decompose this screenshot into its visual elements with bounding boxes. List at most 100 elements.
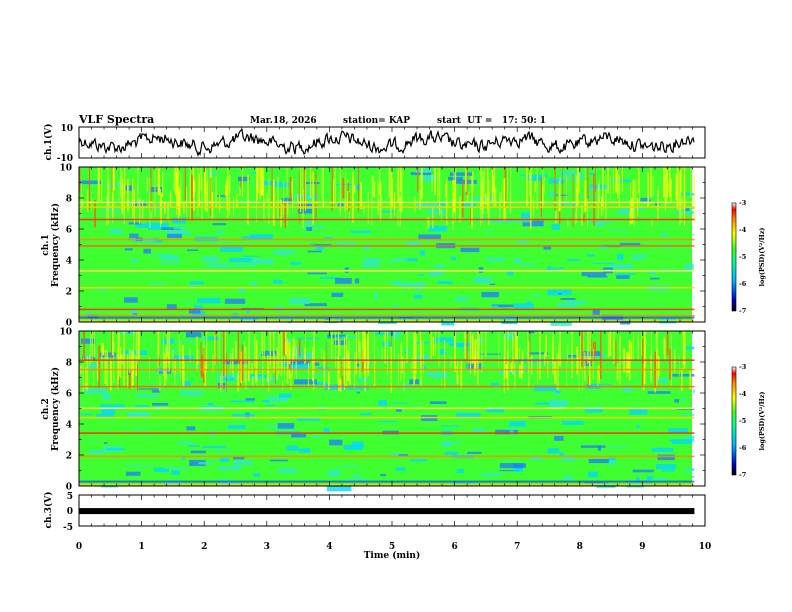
spectrogram-cell <box>378 400 387 406</box>
spectrogram-cell <box>640 197 651 202</box>
spectrogram-cell <box>203 336 218 340</box>
spectrogram-cell <box>96 413 114 418</box>
colorbar-ch1-frame <box>731 202 737 312</box>
spectrogram-cell <box>554 436 564 441</box>
spectrogram-cell <box>382 341 391 347</box>
spectrogram-cell <box>360 413 372 416</box>
spectrogram-cell <box>192 311 206 317</box>
spectrogram-cell <box>519 174 538 177</box>
spectrogram-cell <box>456 469 465 474</box>
spectrogram-cell <box>444 451 459 455</box>
spectrogram-cell <box>135 223 148 228</box>
spectrogram-cell <box>130 259 139 263</box>
spectrogram-cell <box>220 246 244 252</box>
spectrogram-cell <box>455 412 481 419</box>
spectrogram-cell <box>563 475 573 480</box>
spectrogram-cell <box>632 469 654 473</box>
spectrogram-cell <box>129 233 139 240</box>
spectrogram-cell <box>547 289 572 296</box>
spectrogram-cell <box>232 456 245 460</box>
spectrogram-cell <box>426 372 448 377</box>
spectrogram-cell <box>441 320 455 326</box>
spectrogram-cell <box>149 187 163 193</box>
spectrogram-cell <box>88 440 99 442</box>
colorbar-ch1-tick-4: -4 <box>739 226 747 234</box>
ch1-waveform-ticks <box>78 127 706 158</box>
spectrogram-cell <box>593 383 612 385</box>
spectrogram-cell <box>351 441 364 448</box>
spectrogram-cell <box>490 382 500 386</box>
spectrogram-band <box>79 385 695 388</box>
spectrogram-cell <box>132 313 138 315</box>
spectrogram-cell <box>620 242 641 246</box>
date-label: Mar.18, 2026 <box>250 116 317 126</box>
spectrogram-cell <box>353 474 362 478</box>
spectrogram-cell <box>304 448 310 452</box>
spectrogram-cell <box>413 294 423 299</box>
spectrogram-cell <box>438 201 445 206</box>
spectrogram-cell <box>489 283 496 286</box>
spectrogram-cell <box>398 454 408 457</box>
xtick-5: 5 <box>389 542 395 552</box>
ch2-freq-tick-6: 6 <box>66 390 72 400</box>
ch1-spectrogram-panel: 0 2 4 6 8 10 ch.1 Frequency (kHz) <box>41 164 706 329</box>
spectrogram-cell <box>262 400 270 403</box>
spectrogram-cell <box>159 261 182 264</box>
spectrogram-cell <box>202 256 219 262</box>
spectrogram-cell <box>87 364 99 369</box>
spectrogram-cell <box>333 340 348 345</box>
spectrogram-cell <box>219 457 230 462</box>
spectrogram-cell <box>491 304 514 308</box>
spectrogram-cell <box>691 234 695 236</box>
figure-title: VLF Spectra <box>78 113 154 126</box>
spectrogram-cell <box>396 284 419 286</box>
spectrogram-cell <box>685 346 695 350</box>
spectrogram-cell <box>609 230 630 232</box>
spectrogram-cell <box>409 459 428 462</box>
spectrogram-cell <box>356 391 360 394</box>
spectrogram-cell <box>125 471 141 476</box>
spectrogram-cell <box>513 303 534 309</box>
spectrogram-cell <box>306 227 313 231</box>
spectrogram-cell <box>172 217 186 224</box>
ch2-spectrogram-channel-label: ch.2 <box>41 398 51 419</box>
spectrogram-cell <box>125 185 134 191</box>
spectrogram-cell <box>636 424 640 429</box>
spectrogram-cell <box>203 445 226 448</box>
spectrogram-cell <box>315 381 328 386</box>
spectrogram-cell <box>289 261 301 265</box>
spectrogram-cell <box>529 331 535 334</box>
spectrogram-cell <box>232 413 255 417</box>
spectrogram-cell <box>145 222 169 228</box>
spectrogram-cell <box>441 425 459 427</box>
spectrogram-band <box>79 319 695 322</box>
spectrogram-cell <box>304 303 327 307</box>
spectrogram-cell <box>377 321 397 324</box>
spectrogram-cell <box>485 230 493 232</box>
spectrogram-cell <box>422 365 427 370</box>
spectrogram-cell <box>616 253 624 260</box>
spectrogram-cell <box>567 300 587 304</box>
spectrogram-cell <box>684 263 694 270</box>
spectrogram-band <box>79 480 695 483</box>
spectrogram-cell <box>206 263 231 268</box>
spectrogram-cell <box>190 450 206 454</box>
colorbar-ch2-label: log(PSD)(V²/Hz) <box>758 392 766 451</box>
spectrogram-cell <box>327 470 341 477</box>
spectrogram-cell <box>131 465 153 467</box>
spectrogram-cell <box>253 473 261 477</box>
spectrogram-cell <box>631 208 647 210</box>
spectrogram-cell <box>557 202 578 206</box>
spectrogram-cell <box>362 263 380 268</box>
spectrogram-cell <box>460 247 480 253</box>
spectrogram-cell <box>562 456 576 462</box>
spectrogram-cell <box>189 460 206 466</box>
spectrogram-band <box>79 218 695 221</box>
spectrogram-cell <box>329 439 343 446</box>
spectrogram-cell <box>510 219 533 223</box>
colorbar-ch2: -3 -4 -5 -6 -7 log(PSD)(V²/Hz) <box>731 363 766 479</box>
spectrogram-cell <box>596 222 605 227</box>
spectrogram-cell <box>312 374 331 376</box>
spectrogram-cell <box>342 336 354 338</box>
spectrogram-cell <box>187 285 194 288</box>
